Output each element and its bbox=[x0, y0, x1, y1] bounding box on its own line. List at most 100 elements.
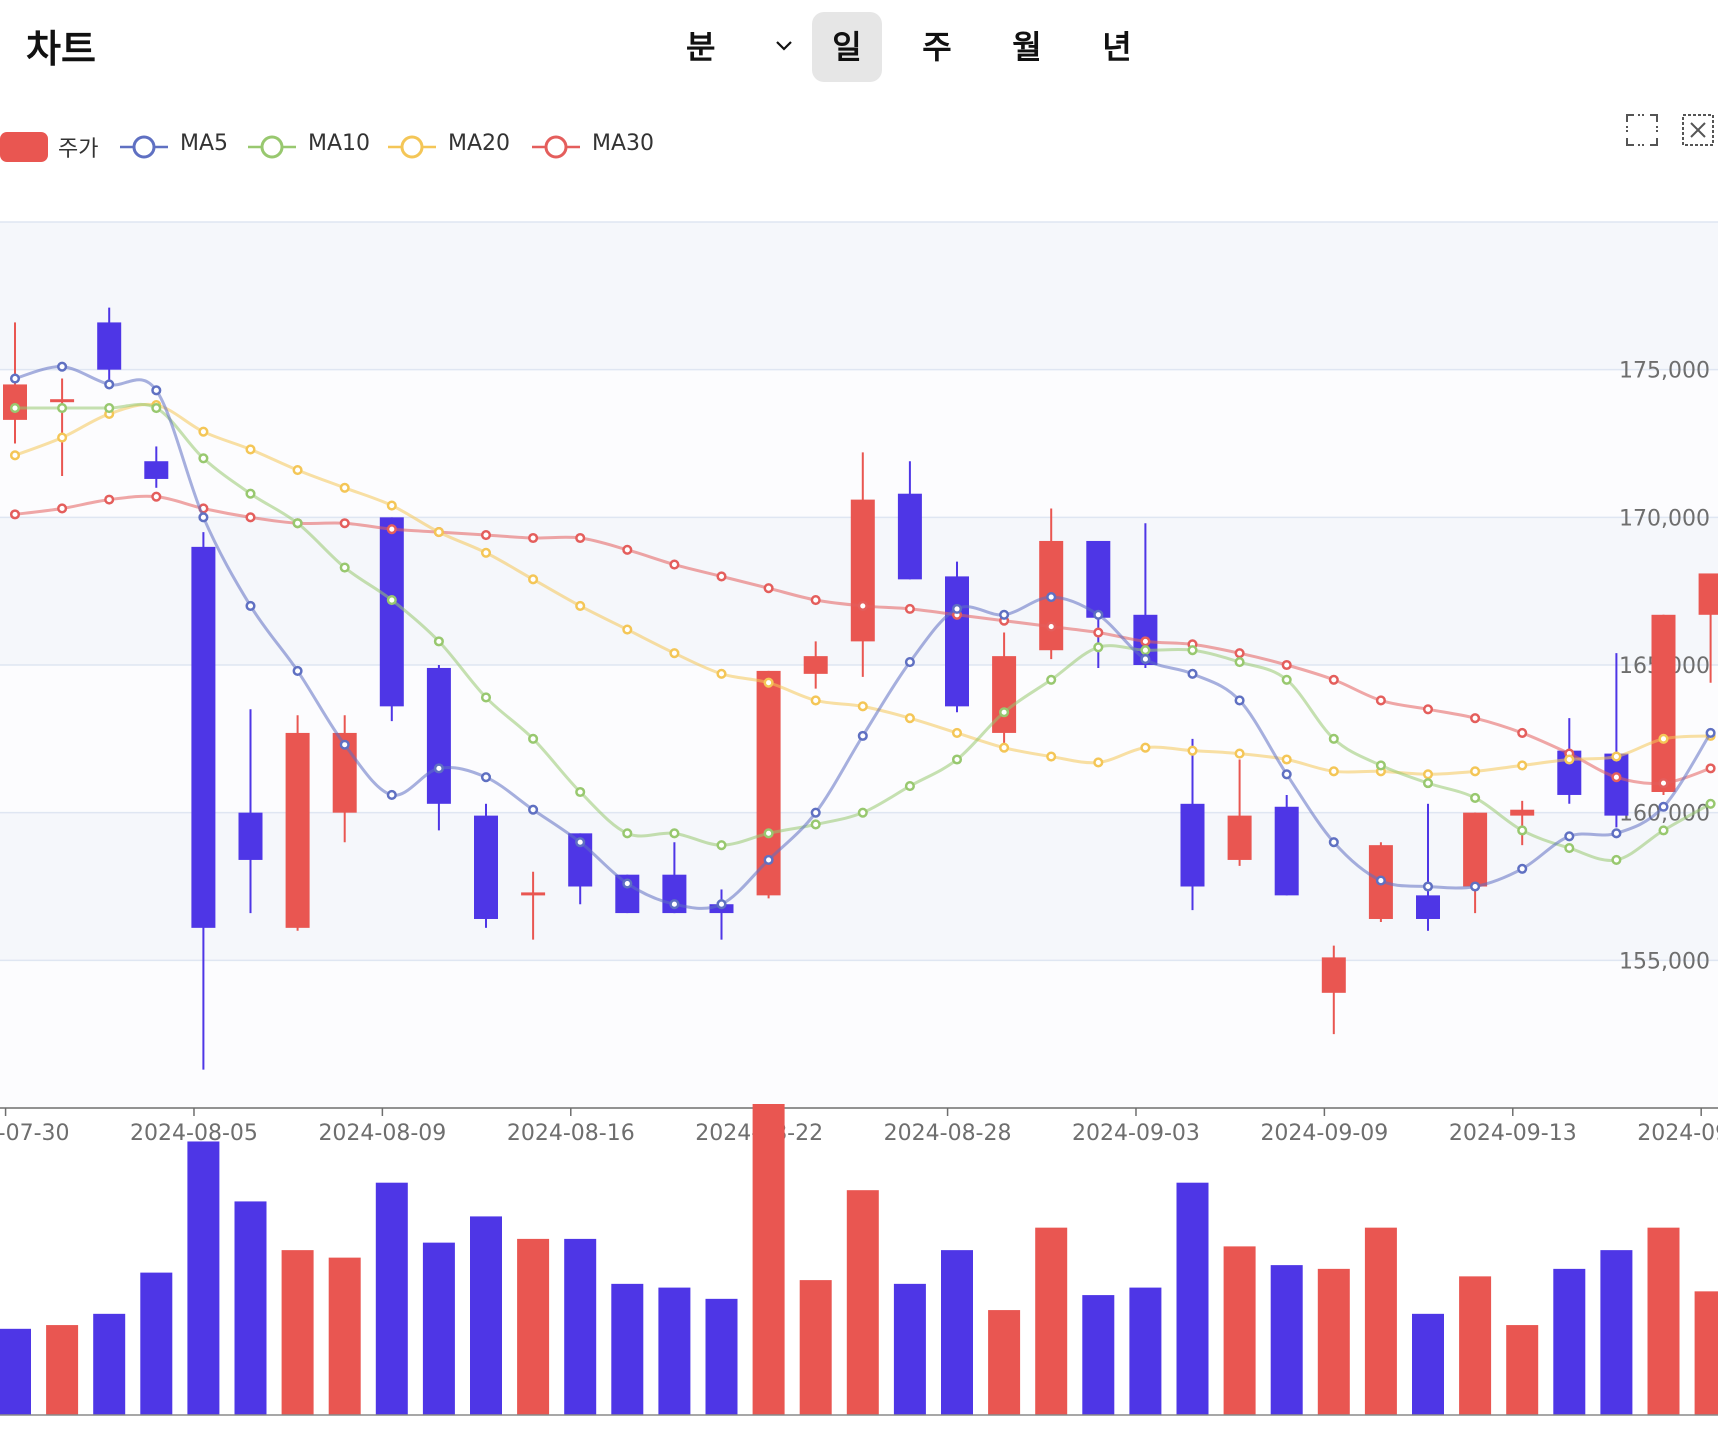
candle-body bbox=[474, 815, 498, 919]
ma20-point bbox=[433, 527, 444, 538]
ma5-point bbox=[1375, 875, 1386, 886]
volume-bar bbox=[893, 1283, 926, 1415]
candle-body bbox=[521, 892, 546, 896]
ma30-point bbox=[386, 524, 397, 535]
ma5-point bbox=[292, 665, 303, 676]
candle bbox=[1604, 653, 1629, 828]
volume-bar bbox=[1129, 1287, 1162, 1415]
period-day-button[interactable]: 일 bbox=[812, 12, 882, 82]
legend-item-ma5[interactable]: MA5 bbox=[118, 124, 228, 172]
y-tick-label: 175,000 bbox=[1619, 359, 1710, 384]
candle bbox=[238, 709, 263, 914]
candle bbox=[803, 641, 828, 689]
volume-bar bbox=[328, 1257, 361, 1415]
candle-body bbox=[1274, 806, 1299, 896]
zoom-area-icon[interactable] bbox=[1624, 112, 1660, 148]
ma5-point bbox=[386, 789, 397, 800]
ma20-point bbox=[1611, 751, 1622, 762]
volume-bar bbox=[1553, 1268, 1586, 1415]
x-tick-label: 2024-08-09 bbox=[318, 1121, 446, 1146]
ma20-point bbox=[575, 600, 586, 611]
ma10-point bbox=[904, 781, 915, 792]
volume-bar bbox=[1270, 1265, 1303, 1415]
volume-bar bbox=[705, 1298, 738, 1415]
candle-body bbox=[1510, 809, 1535, 816]
candle-body bbox=[1463, 812, 1488, 887]
volume-bar bbox=[517, 1238, 550, 1415]
volume-bar bbox=[846, 1190, 879, 1415]
ma10-point bbox=[763, 828, 774, 839]
page-title: 차트 bbox=[26, 27, 96, 71]
volume-bar bbox=[234, 1201, 267, 1415]
x-tick-label: 2024-09-13 bbox=[1449, 1121, 1577, 1146]
candle-body bbox=[97, 322, 122, 370]
ma10-point bbox=[1140, 645, 1151, 656]
period-minute-button[interactable]: 분 bbox=[686, 28, 716, 66]
ma30-point bbox=[9, 509, 21, 520]
x-tick-label: 2024-09-20 bbox=[1637, 1121, 1718, 1146]
ma5-line bbox=[14, 365, 1712, 910]
ma5-point bbox=[1658, 801, 1669, 812]
ma10-point bbox=[339, 562, 350, 573]
volume-bar bbox=[93, 1313, 126, 1415]
candle bbox=[897, 461, 922, 580]
candle-body bbox=[285, 732, 310, 928]
ma10-point bbox=[433, 636, 444, 647]
candle bbox=[50, 378, 75, 476]
legend-item-price[interactable]: 주가 bbox=[0, 124, 110, 172]
ma20-point bbox=[904, 713, 915, 724]
candle bbox=[1274, 794, 1299, 896]
ma30-point bbox=[669, 559, 680, 570]
ma20-point bbox=[57, 432, 68, 443]
ma20-series bbox=[9, 400, 1716, 780]
ma30-point bbox=[857, 600, 868, 611]
candle-body bbox=[1604, 753, 1629, 816]
ma20-line-icon bbox=[388, 135, 436, 159]
volume-bar bbox=[799, 1280, 832, 1415]
ma10-point bbox=[104, 403, 115, 414]
ma10-point bbox=[1422, 778, 1434, 789]
ma5-point bbox=[763, 854, 774, 865]
candle bbox=[379, 517, 404, 722]
legend-item-ma10[interactable]: MA10 bbox=[246, 124, 370, 172]
ma5-point bbox=[857, 730, 868, 741]
candle bbox=[1321, 945, 1346, 1035]
ma10-point bbox=[1564, 843, 1575, 854]
candle bbox=[1180, 738, 1205, 911]
x-axis: 2024-07-302024-08-052024-08-092024-08-16… bbox=[0, 1107, 1718, 1146]
y-tick-label: 155,000 bbox=[1619, 949, 1710, 974]
legend-item-ma30[interactable]: MA30 bbox=[530, 124, 654, 172]
ma5-point bbox=[339, 739, 350, 750]
period-year-button[interactable]: 년 bbox=[1102, 28, 1132, 66]
ma20-point bbox=[480, 547, 492, 558]
zoom-reset-icon[interactable] bbox=[1680, 112, 1716, 148]
legend-item-ma20[interactable]: MA20 bbox=[386, 124, 510, 172]
ma20-point bbox=[1046, 751, 1057, 762]
ma30-point bbox=[57, 503, 68, 514]
ma5-point bbox=[810, 807, 821, 818]
ma20-point bbox=[245, 444, 256, 455]
volume-bar bbox=[1176, 1182, 1209, 1415]
ma5-point bbox=[198, 512, 209, 523]
ma10-point bbox=[1281, 674, 1292, 685]
ma30-point bbox=[1234, 648, 1245, 659]
ma10-point bbox=[575, 786, 586, 798]
ma10-point bbox=[57, 403, 68, 414]
ma5-point bbox=[904, 656, 915, 668]
ma5-point bbox=[951, 603, 963, 614]
ma5-point bbox=[1093, 609, 1104, 620]
ma5-point bbox=[1046, 592, 1057, 603]
candle bbox=[1416, 803, 1440, 931]
ma5-point bbox=[1705, 727, 1716, 738]
volume-bar bbox=[1647, 1227, 1680, 1415]
chevron-down-icon[interactable] bbox=[766, 12, 802, 82]
ma5-point bbox=[669, 899, 680, 910]
candles bbox=[3, 307, 1718, 1070]
volume-bar bbox=[1600, 1250, 1633, 1415]
ma10-point bbox=[1046, 674, 1057, 685]
period-month-button[interactable]: 월 bbox=[1012, 28, 1042, 66]
ma20-point bbox=[999, 742, 1010, 753]
ma5-point bbox=[622, 878, 633, 889]
ma20-point bbox=[1422, 769, 1434, 780]
period-week-button[interactable]: 주 bbox=[922, 28, 952, 66]
